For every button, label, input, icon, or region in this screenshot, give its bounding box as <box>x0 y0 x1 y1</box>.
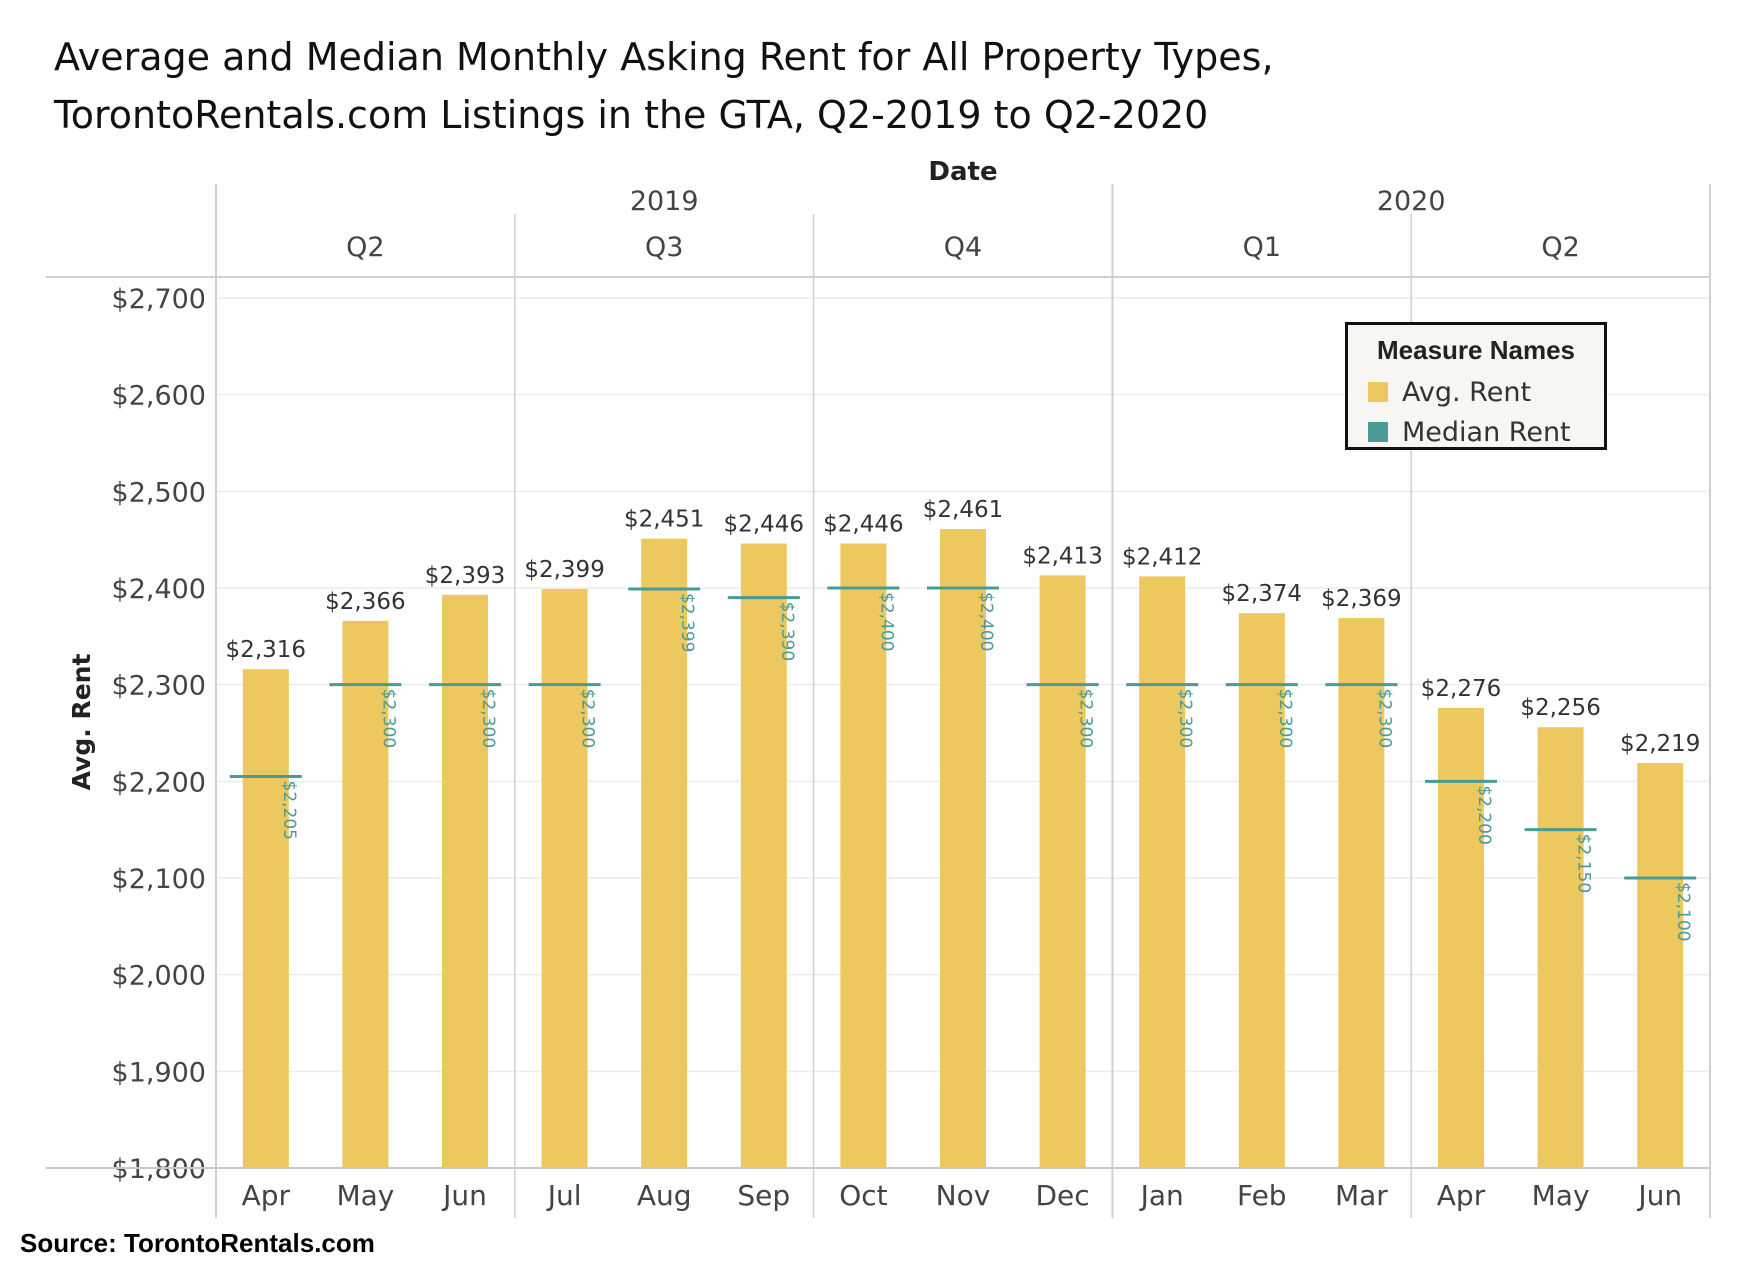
avg-rent-label: $2,413 <box>1022 543 1102 569</box>
x-tick-label: Nov <box>936 1179 991 1212</box>
avg-rent-bar <box>442 594 488 1168</box>
quarter-header: Q3 <box>645 232 683 263</box>
y-tick-label: $2,200 <box>112 767 206 798</box>
avg-rent-label: $2,256 <box>1520 695 1600 721</box>
chart-title-line-1: Average and Median Monthly Asking Rent f… <box>54 35 1274 79</box>
x-tick-label: Apr <box>1437 1179 1486 1212</box>
avg-rent-label: $2,366 <box>325 589 405 615</box>
median-rent-label: $2,300 <box>1076 689 1096 748</box>
avg-rent-bar <box>740 543 787 1168</box>
avg-rent-label: $2,316 <box>226 637 306 663</box>
quarter-header: Q2 <box>1541 232 1579 263</box>
avg-rent-label: $2,412 <box>1122 544 1202 570</box>
y-tick-label: $1,900 <box>112 1057 206 1088</box>
y-tick-label: $2,500 <box>112 477 206 508</box>
y-tick-label: $2,100 <box>112 864 206 895</box>
quarter-header: Q1 <box>1243 232 1281 263</box>
x-tick-label: May <box>1532 1179 1590 1212</box>
x-tick-label: Feb <box>1237 1179 1287 1212</box>
x-tick-label: Jun <box>441 1179 487 1212</box>
avg-rent-bar <box>541 588 588 1168</box>
header-date-label: Date <box>928 157 997 187</box>
avg-rent-label: $2,451 <box>624 507 704 533</box>
legend-item-median-rent[interactable]: Median Rent <box>1360 412 1592 452</box>
median-rent-label: $2,400 <box>976 592 996 651</box>
avg-rent-bar <box>1039 575 1086 1168</box>
x-tick-label: Apr <box>242 1179 291 1212</box>
x-tick-label: Aug <box>637 1179 692 1212</box>
x-tick-label: Sep <box>737 1179 790 1212</box>
y-tick-label: $2,600 <box>112 381 206 412</box>
year-header: 2020 <box>1377 186 1446 217</box>
avg-rent-label: $2,369 <box>1321 586 1401 612</box>
median-rent-label: $2,300 <box>378 689 398 748</box>
median-rent-label: $2,100 <box>1673 882 1693 941</box>
x-tick-label: May <box>336 1179 394 1212</box>
median-rent-label: $2,150 <box>1574 834 1594 893</box>
y-tick-label: $2,300 <box>112 671 206 702</box>
avg-rent-label: $2,446 <box>823 512 903 538</box>
median-rent-label: $2,300 <box>1374 689 1394 748</box>
avg-rent-label: $2,276 <box>1421 676 1501 702</box>
avg-rent-bar <box>840 543 887 1168</box>
x-tick-label: Mar <box>1335 1179 1388 1212</box>
quarter-header: Q2 <box>346 232 384 263</box>
avg-rent-label: $2,393 <box>425 563 505 589</box>
x-tick-label: Jul <box>546 1179 582 1212</box>
avg-rent-label: $2,446 <box>724 512 804 538</box>
legend-label-median: Median Rent <box>1402 416 1571 448</box>
avg-rent-label: $2,399 <box>524 557 604 583</box>
x-tick-label: Oct <box>839 1179 887 1212</box>
x-tick-label: Dec <box>1036 1179 1090 1212</box>
avg-rent-bar <box>342 620 389 1168</box>
legend-swatch-avg <box>1368 382 1388 402</box>
year-header: 2019 <box>630 186 699 217</box>
median-rent-label: $2,205 <box>279 781 299 840</box>
legend-item-avg-rent[interactable]: Avg. Rent <box>1360 372 1592 412</box>
avg-rent-label: $2,219 <box>1620 731 1700 757</box>
y-tick-label: $1,800 <box>112 1154 206 1185</box>
median-rent-label: $2,399 <box>677 593 697 652</box>
y-tick-label: $2,400 <box>112 574 206 605</box>
median-rent-label: $2,390 <box>777 602 797 661</box>
legend-swatch-median <box>1368 422 1388 442</box>
quarter-header: Q4 <box>944 232 982 263</box>
avg-rent-label: $2,461 <box>923 497 1003 523</box>
legend-label-avg: Avg. Rent <box>1402 376 1532 408</box>
avg-rent-bar <box>1438 707 1484 1168</box>
x-tick-label: Jun <box>1636 1179 1682 1212</box>
legend[interactable]: Measure Names Avg. Rent Median Rent <box>1345 322 1607 450</box>
avg-rent-bar <box>242 669 289 1168</box>
avg-rent-bar <box>641 538 688 1168</box>
median-rent-label: $2,300 <box>478 689 498 748</box>
avg-rent-label: $2,374 <box>1222 581 1302 607</box>
y-axis-title: Avg. Rent <box>67 654 96 791</box>
chart-title: Average and Median Monthly Asking Rent f… <box>54 28 1274 144</box>
avg-rent-bar <box>1637 762 1684 1168</box>
avg-rent-bar <box>940 529 986 1168</box>
source-note: Source: TorontoRentals.com <box>20 1228 375 1258</box>
median-rent-label: $2,300 <box>1175 689 1195 748</box>
avg-rent-bar <box>1338 617 1385 1168</box>
avg-rent-bar <box>1238 613 1285 1168</box>
median-rent-label: $2,300 <box>578 689 598 748</box>
avg-rent-bar <box>1537 727 1584 1168</box>
median-rent-label: $2,300 <box>1275 689 1295 748</box>
median-rent-label: $2,200 <box>1474 785 1494 844</box>
y-tick-label: $2,700 <box>112 284 206 315</box>
median-rent-label: $2,400 <box>876 592 896 651</box>
y-tick-label: $2,000 <box>112 961 206 992</box>
legend-title: Measure Names <box>1377 335 1575 365</box>
x-tick-label: Jan <box>1139 1179 1184 1212</box>
chart-title-line-2: TorontoRentals.com Listings in the GTA, … <box>54 93 1209 137</box>
avg-rent-bar <box>1139 576 1186 1168</box>
